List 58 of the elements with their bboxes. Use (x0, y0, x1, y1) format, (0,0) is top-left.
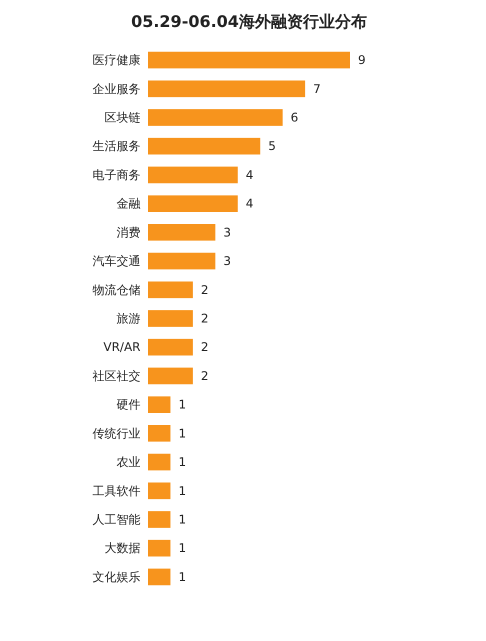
bar (148, 166, 238, 184)
y-tick-label: 工具软件 (92, 484, 140, 498)
y-tick-label: VR/AR (103, 340, 140, 354)
y-tick-label: 电子商务 (92, 168, 140, 182)
bar (148, 80, 306, 98)
data-label: 2 (200, 282, 209, 297)
bar (148, 338, 193, 356)
y-tick-label: 区块链 (104, 110, 140, 124)
data-label: 3 (223, 254, 231, 268)
data-label: 1 (178, 426, 186, 440)
bar (148, 138, 260, 155)
y-tick-label: 医疗健康 (92, 53, 140, 68)
y-tick-label: 传统行业 (92, 426, 140, 440)
data-label: 2 (200, 312, 209, 326)
data-label: 4 (246, 168, 254, 182)
data-label: 1 (178, 484, 186, 498)
bar (148, 310, 193, 327)
data-label: 2 (200, 368, 209, 383)
bar (148, 396, 170, 413)
y-tick-label: 大数据 (104, 541, 140, 556)
y-tick-label: 消费 (116, 225, 140, 240)
bar (148, 482, 170, 500)
bar (148, 511, 170, 528)
bar (148, 281, 193, 298)
bar (148, 540, 170, 557)
data-label: 9 (358, 53, 366, 68)
y-tick-label: 生活服务 (92, 139, 140, 154)
y-tick-label: 硬件 (116, 398, 140, 412)
data-label: 5 (268, 139, 276, 154)
data-label: 2 (200, 340, 209, 354)
bar (148, 568, 170, 586)
bar (148, 368, 193, 384)
bar (148, 109, 283, 126)
y-tick-label: 汽车交通 (92, 254, 140, 268)
bar (148, 252, 216, 270)
y-tick-label: 农业 (116, 455, 140, 470)
chart-title: 05.29-06.04海外融资行业分布 (131, 12, 367, 31)
data-label: 6 (290, 110, 298, 124)
bar (148, 224, 216, 241)
data-label: 1 (178, 398, 186, 412)
bar (148, 195, 238, 212)
data-label: 4 (246, 196, 254, 211)
y-tick-label: 金融 (116, 196, 140, 211)
data-label: 7 (313, 82, 321, 96)
y-tick-label: 社区社交 (92, 368, 140, 383)
y-tick-label: 文化娱乐 (92, 570, 140, 584)
bar (148, 52, 350, 68)
data-label: 3 (223, 225, 231, 240)
bar (148, 425, 170, 442)
data-label: 1 (178, 570, 186, 584)
bar (148, 454, 170, 470)
y-tick-label: 人工智能 (92, 512, 140, 526)
data-label: 1 (178, 512, 186, 526)
y-tick-label: 企业服务 (92, 82, 140, 96)
data-label: 1 (178, 455, 186, 470)
data-label: 1 (178, 541, 186, 556)
y-tick-label: 旅游 (116, 312, 140, 326)
y-tick-label: 物流仓储 (92, 282, 140, 297)
